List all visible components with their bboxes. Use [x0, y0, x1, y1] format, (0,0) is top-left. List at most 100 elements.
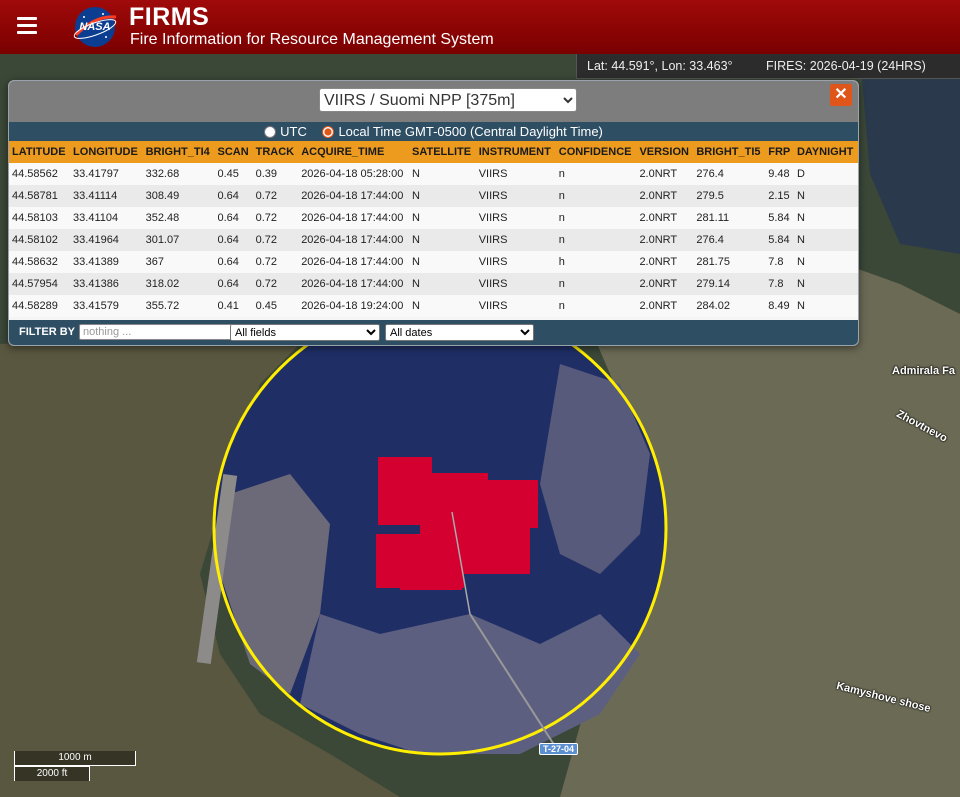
table-row[interactable]: 44.58289 33.41579 355.72 0.41 0.45 2026-04-18… — [9, 295, 858, 317]
column-header-acquire-time[interactable]: ACQUIRE_TIME — [298, 141, 410, 163]
tz-local-option[interactable]: Local Time GMT-0500 (Central Daylight Ti… — [322, 124, 603, 139]
table-cell: 2026-04-18 19:24:00 — [298, 295, 410, 317]
table-row[interactable]: 44.58632 33.41389 367 0.64 0.72 2026-04-18 17… — [9, 251, 858, 273]
table-cell: N — [793, 185, 858, 207]
table-cell: 33.41104 — [70, 207, 143, 229]
satellite-select[interactable]: VIIRS / Suomi NPP [375m] — [319, 88, 577, 112]
status-bar: Lat: 44.591°, Lon: 33.463° FIRES: 2026-0… — [576, 54, 960, 79]
column-header-frp[interactable]: FRP — [765, 141, 794, 163]
table-cell: N — [409, 273, 476, 295]
table-cell: 44.58562 — [9, 163, 71, 185]
tz-utc-option[interactable]: UTC — [264, 124, 307, 139]
column-header-version[interactable]: VERSION — [636, 141, 694, 163]
table-cell: 2.0NRT — [636, 273, 694, 295]
scale-bar-metric: 1000 m — [14, 751, 136, 766]
column-header-scan[interactable]: SCAN — [214, 141, 253, 163]
close-icon[interactable]: ✕ — [830, 84, 852, 106]
table-row[interactable]: 44.58562 33.41797 332.68 0.45 0.39 2026-04-18… — [9, 163, 858, 185]
column-header-daynight[interactable]: DAYNIGHT — [793, 141, 858, 163]
table-cell: 281.75 — [693, 251, 766, 273]
table-cell: 8.49 — [765, 295, 794, 317]
table-cell: VIIRS — [475, 229, 556, 251]
nasa-logo[interactable]: NASA — [70, 5, 120, 49]
table-cell: 9.48 — [765, 163, 794, 185]
table-cell: 2026-04-18 17:44:00 — [298, 207, 410, 229]
column-header-latitude[interactable]: LATITUDE — [9, 141, 71, 163]
table-cell: 276.4 — [693, 229, 766, 251]
table-cell: 2.0NRT — [636, 207, 694, 229]
table-row[interactable]: 44.57954 33.41386 318.02 0.64 0.72 2026-04-18… — [9, 273, 858, 295]
table-cell: 33.41389 — [70, 251, 143, 273]
table-cell: 33.41579 — [70, 295, 143, 317]
table-cell: VIIRS — [475, 273, 556, 295]
table-cell: 301.07 — [142, 229, 215, 251]
table-cell: 0.64 — [214, 251, 253, 273]
table-cell: N — [793, 251, 858, 273]
table-cell: h — [555, 251, 637, 273]
table-cell: 44.58781 — [9, 185, 71, 207]
table-cell: VIIRS — [475, 185, 556, 207]
table-cell: 318.02 — [142, 273, 215, 295]
table-cell: 0.64 — [214, 185, 253, 207]
column-header-bright-ti4[interactable]: BRIGHT_TI4 — [142, 141, 215, 163]
table-cell: N — [409, 185, 476, 207]
table-cell: 0.72 — [252, 185, 299, 207]
table-cell: 279.5 — [693, 185, 766, 207]
column-header-bright-ti5[interactable]: BRIGHT_TI5 — [693, 141, 766, 163]
table-row[interactable]: 44.58781 33.41114 308.49 0.64 0.72 2026-04-18… — [9, 185, 858, 207]
table-cell: 44.58632 — [9, 251, 71, 273]
table-cell: VIIRS — [475, 163, 556, 185]
fire-table: LATITUDE LONGITUDE BRIGHT_TI4 SCAN TRACK ACQU… — [9, 141, 858, 317]
table-cell: 279.14 — [693, 273, 766, 295]
table-cell: D — [793, 163, 858, 185]
app-header: NASA FIRMS Fire Information for Resource… — [0, 0, 960, 55]
table-row[interactable]: 44.58103 33.41104 352.48 0.64 0.72 2026-04-18… — [9, 207, 858, 229]
column-header-satellite[interactable]: SATELLITE — [409, 141, 476, 163]
table-cell: 2.0NRT — [636, 163, 694, 185]
table-cell: 33.41797 — [70, 163, 143, 185]
tz-utc-radio[interactable] — [264, 126, 277, 138]
filter-fields-select[interactable]: All fields — [230, 324, 380, 341]
table-cell: N — [409, 207, 476, 229]
table-cell: 2026-04-18 17:44:00 — [298, 251, 410, 273]
table-cell: 33.41114 — [70, 185, 143, 207]
filter-input[interactable] — [79, 324, 233, 340]
table-cell: n — [555, 163, 637, 185]
fires-date-range[interactable]: FIRES: 2026-04-19 (24HRS) — [766, 59, 926, 73]
scale-bar-imperial: 2000 ft — [14, 766, 90, 781]
table-cell: 2.0NRT — [636, 251, 694, 273]
tz-local-radio[interactable] — [322, 126, 335, 138]
table-cell: 352.48 — [142, 207, 215, 229]
table-cell: N — [793, 207, 858, 229]
filter-dates-select[interactable]: All dates — [385, 324, 534, 341]
table-cell: 2026-04-18 17:44:00 — [298, 185, 410, 207]
table-cell: n — [555, 185, 637, 207]
table-cell: 0.72 — [252, 273, 299, 295]
table-cell: 7.8 — [765, 251, 794, 273]
table-cell: 33.41386 — [70, 273, 143, 295]
column-header-longitude[interactable]: LONGITUDE — [70, 141, 143, 163]
app-subtitle: Fire Information for Resource Management… — [130, 31, 494, 48]
fire-pixel — [400, 554, 462, 590]
table-cell: VIIRS — [475, 251, 556, 273]
table-row[interactable]: 44.58102 33.41964 301.07 0.64 0.72 2026-04-18… — [9, 229, 858, 251]
fire-pixels[interactable] — [376, 457, 538, 590]
column-header-confidence[interactable]: CONFIDENCE — [555, 141, 637, 163]
svg-text:NASA: NASA — [79, 21, 110, 33]
table-cell: 0.45 — [214, 163, 253, 185]
table-cell: N — [409, 229, 476, 251]
popup-header: VIIRS / Suomi NPP [375m] ✕ — [9, 81, 858, 122]
table-cell: 0.64 — [214, 273, 253, 295]
table-cell: 355.72 — [142, 295, 215, 317]
table-cell: n — [555, 273, 637, 295]
filter-bar: FILTER BY All fields All dates — [9, 320, 858, 345]
table-cell: 2026-04-18 17:44:00 — [298, 273, 410, 295]
hamburger-icon[interactable] — [17, 17, 37, 35]
table-cell: VIIRS — [475, 295, 556, 317]
filter-label: FILTER BY — [19, 326, 76, 338]
column-header-instrument[interactable]: INSTRUMENT — [475, 141, 556, 163]
table-cell: N — [793, 273, 858, 295]
column-header-track[interactable]: TRACK — [252, 141, 299, 163]
table-cell: n — [555, 229, 637, 251]
table-body: 44.58562 33.41797 332.68 0.45 0.39 2026-04-18… — [9, 163, 858, 317]
